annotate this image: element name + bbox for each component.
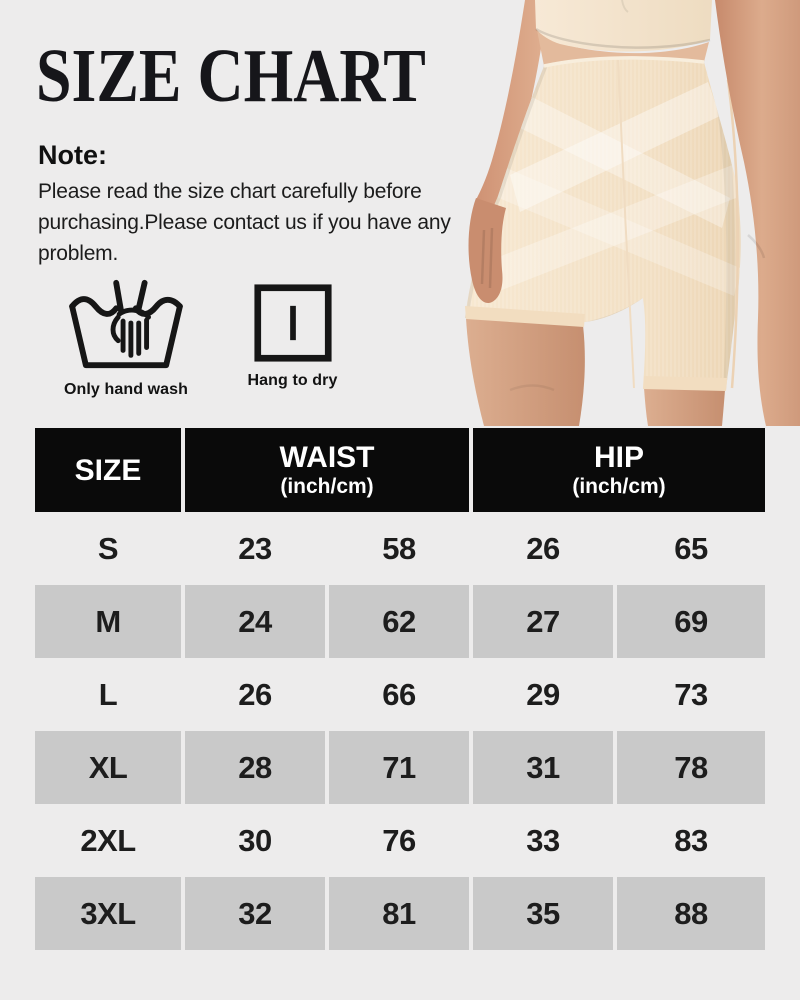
hip-cm-cell: 78 [617,731,765,804]
hip-inch-cell: 27 [473,585,613,658]
page-title: SIZE CHART [36,34,426,118]
table-row: L 26 66 29 73 [35,658,765,731]
model-photo [465,0,800,426]
table-row: S 23 58 26 65 [35,512,765,585]
size-cell: L [98,676,118,712]
table-row: 2XL 30 76 33 83 [35,804,765,877]
care-label: Only hand wash [63,381,189,398]
waist-inch-cell: 26 [238,676,272,712]
waist-cm-cell: 66 [382,676,416,712]
hip-inch-cell: 29 [526,676,560,712]
size-cell: S [97,530,119,566]
waist-cm-cell: 58 [382,530,416,566]
note-body: Please read the size chart carefully bef… [38,180,451,265]
waist-cm-cell: 76 [382,822,416,858]
hip-inch-cell: 26 [526,530,560,566]
hip-inch-cell: 31 [473,731,613,804]
column-header-waist: WAIST (inch/cm) [185,428,469,512]
size-table-header: SIZE WAIST (inch/cm) HIP (inch/cm) [35,428,765,512]
waist-inch-cell: 32 [185,877,325,950]
hip-inch-cell: 35 [473,877,613,950]
column-header-hip: HIP (inch/cm) [473,428,765,512]
table-row: M 24 62 27 69 [35,585,765,658]
column-header-size: SIZE [35,428,181,512]
waist-cm-cell: 71 [329,731,469,804]
hip-cm-cell: 88 [617,877,765,950]
waist-inch-cell: 23 [238,530,272,566]
waist-inch-cell: 24 [185,585,325,658]
size-table: SIZE WAIST (inch/cm) HIP (inch/cm) S 23 … [35,428,765,950]
table-row: XL 28 71 31 78 [35,731,765,804]
hip-cm-cell: 73 [674,676,708,712]
waist-inch-cell: 30 [238,822,272,858]
waist-cm-cell: 62 [329,585,469,658]
waist-inch-cell: 28 [185,731,325,804]
care-instruction-hand-wash: Only hand wash [56,276,196,399]
hip-inch-cell: 33 [526,822,560,858]
waist-cm-cell: 81 [329,877,469,950]
hand-wash-icon [69,279,183,369]
table-row: 3XL 32 81 35 88 [35,877,765,950]
size-cell: M [35,585,181,658]
care-instruction-hang-dry: Hang to dry [235,276,350,390]
size-cell: XL [35,731,181,804]
hang-dry-icon [253,284,332,362]
size-cell: 2XL [80,822,136,858]
hip-cm-cell: 65 [674,530,708,566]
hip-cm-cell: 83 [674,822,708,858]
hip-cm-cell: 69 [617,585,765,658]
size-cell: 3XL [35,877,181,950]
care-label: Hang to dry [247,372,338,389]
note-heading: Note: [38,140,107,170]
